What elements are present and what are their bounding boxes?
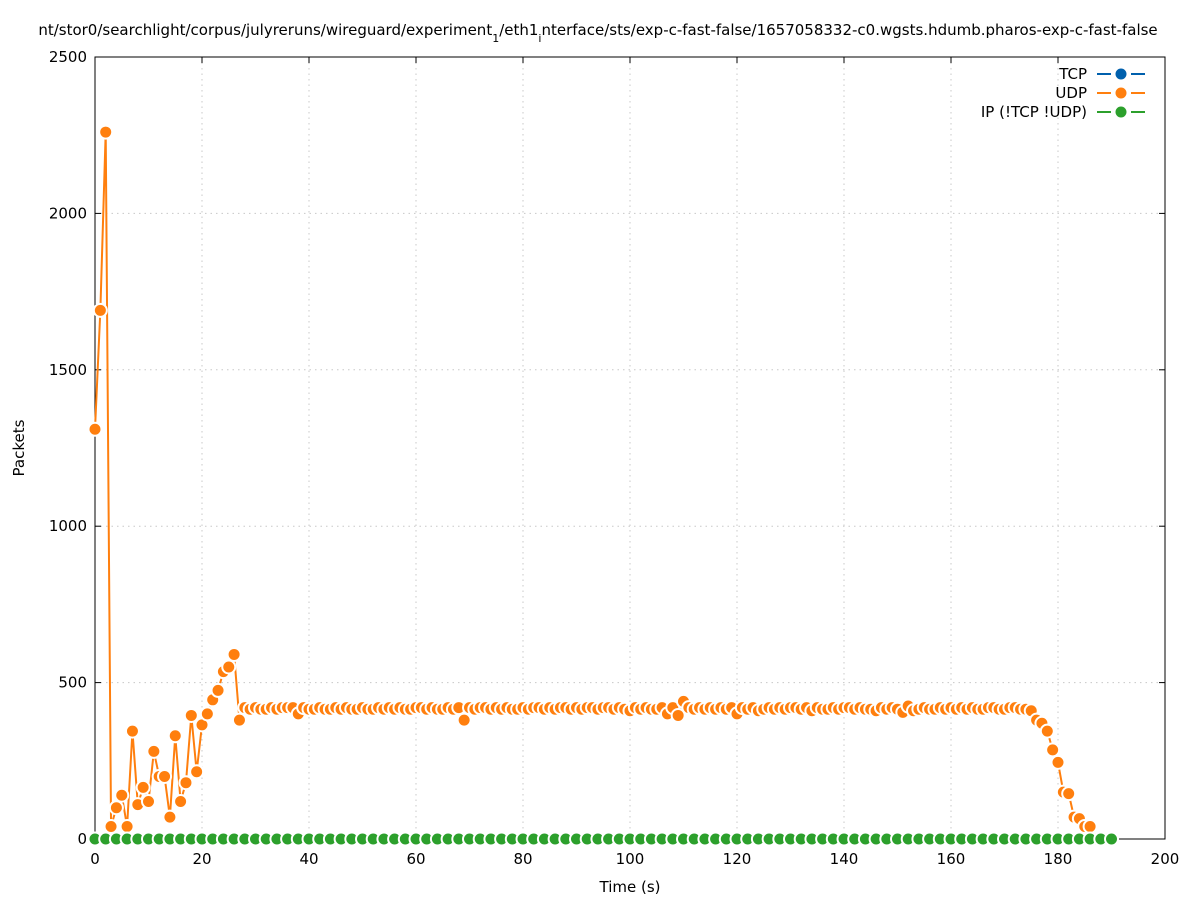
x-tick-label: 160 (937, 850, 966, 868)
data-point-udp (1045, 742, 1061, 758)
data-point-udp (221, 659, 237, 675)
legend-entry-ip-tcp-udp: IP (!TCP !UDP) (981, 103, 1145, 121)
data-point-udp (210, 682, 226, 698)
y-tick-label: 500 (58, 674, 87, 692)
legend-marker (1113, 66, 1129, 82)
data-point-udp (92, 302, 108, 318)
legend-marker (1113, 104, 1129, 120)
x-tick-label: 60 (406, 850, 425, 868)
data-point-udp (108, 800, 124, 816)
data-point-udp (1050, 754, 1066, 770)
x-tick-label: 100 (616, 850, 645, 868)
legend-marker (1113, 85, 1129, 101)
grid-lines (95, 57, 1165, 839)
y-axis-label: Packets (10, 419, 28, 476)
legend-entry-udp: UDP (1055, 84, 1145, 102)
data-point-udp (103, 818, 119, 834)
x-tick-label: 40 (299, 850, 318, 868)
x-tick-label: 140 (830, 850, 859, 868)
data-point-udp (231, 712, 247, 728)
x-tick-label: 200 (1151, 850, 1180, 868)
data-point-udp (173, 793, 189, 809)
data-point-udp (119, 818, 135, 834)
series-line-udp (94, 131, 1112, 840)
data-point-udp (199, 706, 215, 722)
y-tick-label: 2500 (49, 48, 87, 66)
x-tick-label: 20 (192, 850, 211, 868)
series-udp (87, 124, 1119, 847)
data-point-udp (183, 707, 199, 723)
data-point-udp (167, 728, 183, 744)
chart-title: nt/stor0/searchlight/corpus/julyreruns/w… (38, 21, 1157, 45)
data-point-ip-tcp-udp (1104, 831, 1119, 847)
data-point-udp (124, 723, 140, 739)
series-layer (87, 124, 1119, 847)
data-point-udp (456, 712, 472, 728)
x-tick-label: 80 (513, 850, 532, 868)
data-point-udp (98, 124, 114, 140)
data-point-udp (1039, 723, 1055, 739)
data-point-udp (157, 768, 173, 784)
x-axis-label: Time (s) (599, 878, 661, 896)
data-point-udp (226, 646, 242, 662)
axis-ticks: 0 20 40 60 80 100 120 140 160 180 2000500100015002… (49, 48, 1180, 868)
data-point-udp (1061, 786, 1077, 802)
data-point-udp (162, 809, 178, 825)
data-point-udp (135, 779, 151, 795)
legend-label: UDP (1055, 84, 1087, 102)
legend-label: TCP (1058, 65, 1087, 83)
y-tick-label: 1000 (49, 517, 87, 535)
x-tick-label: 180 (1044, 850, 1073, 868)
x-tick-label: 0 (90, 850, 100, 868)
data-point-udp (146, 743, 162, 759)
x-tick-label: 120 (723, 850, 752, 868)
data-point-udp (189, 764, 205, 780)
data-point-udp (114, 787, 130, 803)
legend-label: IP (!TCP !UDP) (981, 103, 1087, 121)
data-point-udp (178, 775, 194, 791)
legend-entry-tcp: TCP (1058, 65, 1145, 83)
data-point-udp (670, 707, 686, 723)
y-tick-label: 0 (77, 830, 87, 848)
data-point-udp (141, 793, 156, 809)
series-ip-tcp-udp (87, 831, 1119, 847)
data-point-udp (87, 421, 103, 437)
y-tick-label: 2000 (49, 204, 87, 222)
data-point-udp (1082, 818, 1098, 834)
y-tick-label: 1500 (49, 361, 87, 379)
